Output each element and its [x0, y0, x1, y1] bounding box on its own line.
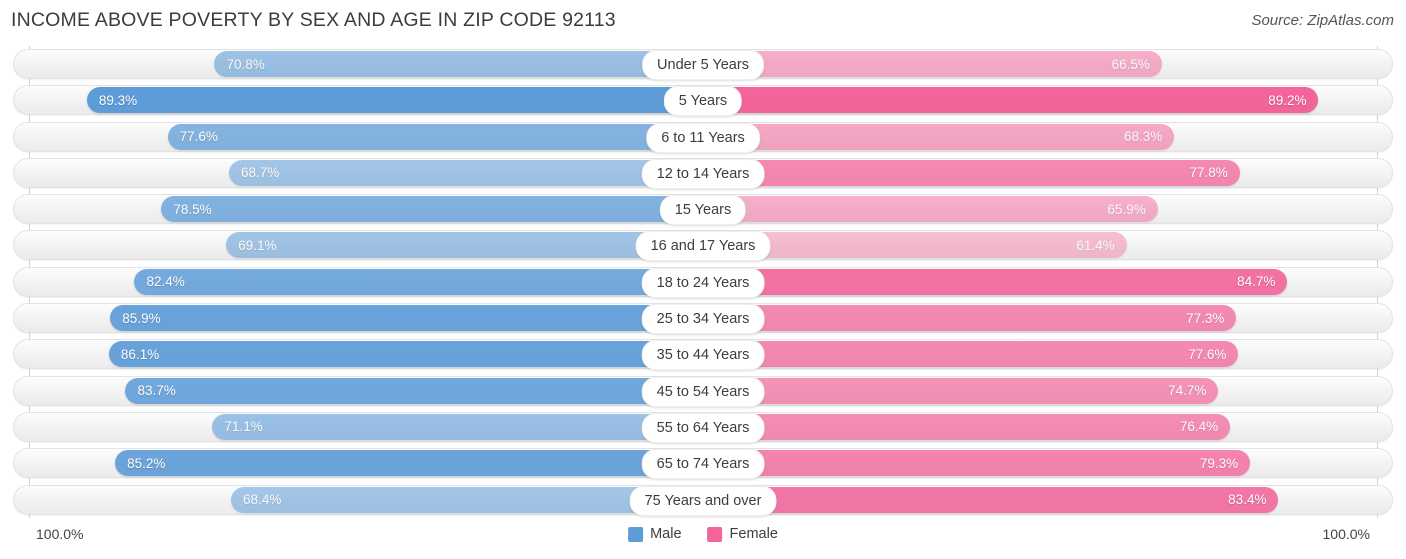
bar-value-male: 77.6%	[179, 129, 218, 145]
bar-value-female: 74.7%	[1168, 383, 1207, 399]
bar-male: 68.4%	[231, 486, 703, 513]
bar-female: 83.4%	[703, 486, 1279, 513]
axis-max-right: 100.0%	[1322, 526, 1370, 542]
bar-row: 68.4% 83.4% 75 Years and over	[13, 484, 1393, 516]
bar-value-female: 61.4%	[1076, 237, 1115, 253]
legend-label: Male	[650, 526, 682, 542]
category-label: Under 5 Years	[642, 50, 764, 80]
category-label: 18 to 24 Years	[641, 267, 765, 298]
bar-value-male: 85.9%	[122, 310, 161, 326]
legend-item[interactable]: Female	[707, 526, 778, 542]
bar-row: 69.1% 61.4% 16 and 17 Years	[13, 230, 1393, 262]
bar-row: 85.2% 79.3% 65 to 74 Years	[13, 448, 1393, 480]
chart-header: INCOME ABOVE POVERTY BY SEX AND AGE IN Z…	[0, 0, 1406, 44]
bar-male: 85.2%	[115, 450, 703, 477]
bar-female: 74.7%	[703, 377, 1219, 404]
bar-value-female: 83.4%	[1228, 492, 1267, 508]
bar-value-male: 69.1%	[238, 237, 277, 253]
bar-male: 78.5%	[161, 196, 703, 223]
bar-value-male: 71.1%	[224, 419, 263, 435]
bar-female: 66.5%	[703, 51, 1162, 77]
bar-value-male: 82.4%	[146, 274, 185, 290]
bar-male: 89.3%	[86, 87, 703, 114]
bar-row: 86.1% 77.6% 35 to 44 Years	[13, 339, 1393, 371]
category-label: 25 to 34 Years	[641, 304, 765, 335]
bar-value-female: 79.3%	[1199, 455, 1239, 471]
bar-row: 83.7% 74.7% 45 to 54 Years	[13, 375, 1393, 407]
category-label: 55 to 64 Years	[641, 412, 765, 443]
bar-row: 77.6% 68.3% 6 to 11 Years	[13, 121, 1393, 153]
category-label: 12 to 14 Years	[641, 158, 765, 189]
bar-value-male: 78.5%	[173, 201, 212, 217]
bar-row: 89.3% 89.2% 5 Years	[13, 85, 1393, 117]
category-label: 5 Years	[663, 86, 743, 117]
bar-value-female: 76.4%	[1179, 419, 1219, 435]
bar-male: 85.9%	[110, 305, 703, 332]
bar-value-male: 86.1%	[120, 346, 160, 362]
chart-legend: Male Female	[628, 526, 778, 542]
bar-value-female: 77.8%	[1189, 165, 1228, 181]
category-label: 35 to 44 Years	[641, 340, 765, 371]
bar-value-female: 66.5%	[1111, 56, 1150, 72]
bar-female: 76.4%	[703, 413, 1231, 440]
bar-female: 68.3%	[703, 123, 1175, 150]
bar-male: 68.7%	[228, 159, 703, 186]
source-attribution: Source: ZipAtlas.com	[1251, 12, 1394, 29]
category-label: 6 to 11 Years	[646, 122, 760, 153]
legend-swatch-icon	[707, 526, 723, 542]
bar-value-female: 77.3%	[1186, 310, 1225, 326]
bar-row: 68.7% 77.8% 12 to 14 Years	[13, 157, 1393, 189]
bar-value-female: 84.7%	[1237, 274, 1276, 290]
legend-item[interactable]: Male	[628, 526, 682, 542]
bar-female: 77.3%	[703, 305, 1237, 332]
bar-male: 70.8%	[214, 51, 703, 77]
category-label: 75 Years and over	[629, 485, 777, 516]
bar-female: 79.3%	[703, 450, 1251, 477]
bar-value-male: 89.3%	[98, 92, 138, 108]
bar-female: 89.2%	[703, 87, 1319, 114]
bar-value-female: 77.6%	[1188, 346, 1227, 362]
bar-male: 77.6%	[167, 123, 703, 150]
bar-value-male: 85.2%	[127, 455, 166, 471]
bar-male: 82.4%	[134, 268, 703, 295]
chart-plot-area: 70.8% 66.5% Under 5 Years 89.3% 89.2% 5 Years…	[0, 44, 1406, 518]
legend-swatch-icon	[628, 526, 644, 542]
bar-male: 71.1%	[212, 413, 703, 440]
bar-value-female: 65.9%	[1107, 201, 1146, 217]
bar-female: 77.8%	[703, 159, 1240, 186]
category-label: 15 Years	[659, 195, 747, 226]
bar-male: 69.1%	[226, 232, 703, 259]
axis-max-left: 100.0%	[36, 526, 84, 542]
category-label: 16 and 17 Years	[635, 231, 771, 262]
bar-male: 83.7%	[125, 377, 703, 404]
bar-value-male: 70.8%	[226, 56, 265, 72]
bar-male: 86.1%	[108, 341, 703, 368]
bar-row: 71.1% 76.4% 55 to 64 Years	[13, 411, 1393, 443]
category-label: 65 to 74 Years	[641, 449, 765, 480]
category-label: 45 to 54 Years	[641, 376, 765, 407]
bar-row: 78.5% 65.9% 15 Years	[13, 194, 1393, 226]
bar-row: 85.9% 77.3% 25 to 34 Years	[13, 303, 1393, 335]
bar-female: 65.9%	[703, 196, 1158, 223]
bar-value-female: 68.3%	[1123, 129, 1163, 145]
bar-female: 84.7%	[703, 268, 1288, 295]
bar-row: 82.4% 84.7% 18 to 24 Years	[13, 266, 1393, 298]
legend-label: Female	[729, 526, 778, 542]
bar-value-male: 83.7%	[137, 383, 176, 399]
bar-value-female: 89.2%	[1268, 92, 1307, 108]
bar-rows: 70.8% 66.5% Under 5 Years 89.3% 89.2% 5 Years…	[13, 49, 1393, 521]
bar-female: 61.4%	[703, 232, 1127, 259]
page-title: INCOME ABOVE POVERTY BY SEX AND AGE IN Z…	[11, 9, 616, 31]
bar-value-male: 68.4%	[243, 492, 282, 508]
chart-footer: 100.0% Male Female 100.0%	[0, 518, 1406, 559]
bar-row: 70.8% 66.5% Under 5 Years	[13, 49, 1393, 80]
bar-value-male: 68.7%	[240, 165, 280, 181]
bar-female: 77.6%	[703, 341, 1239, 368]
